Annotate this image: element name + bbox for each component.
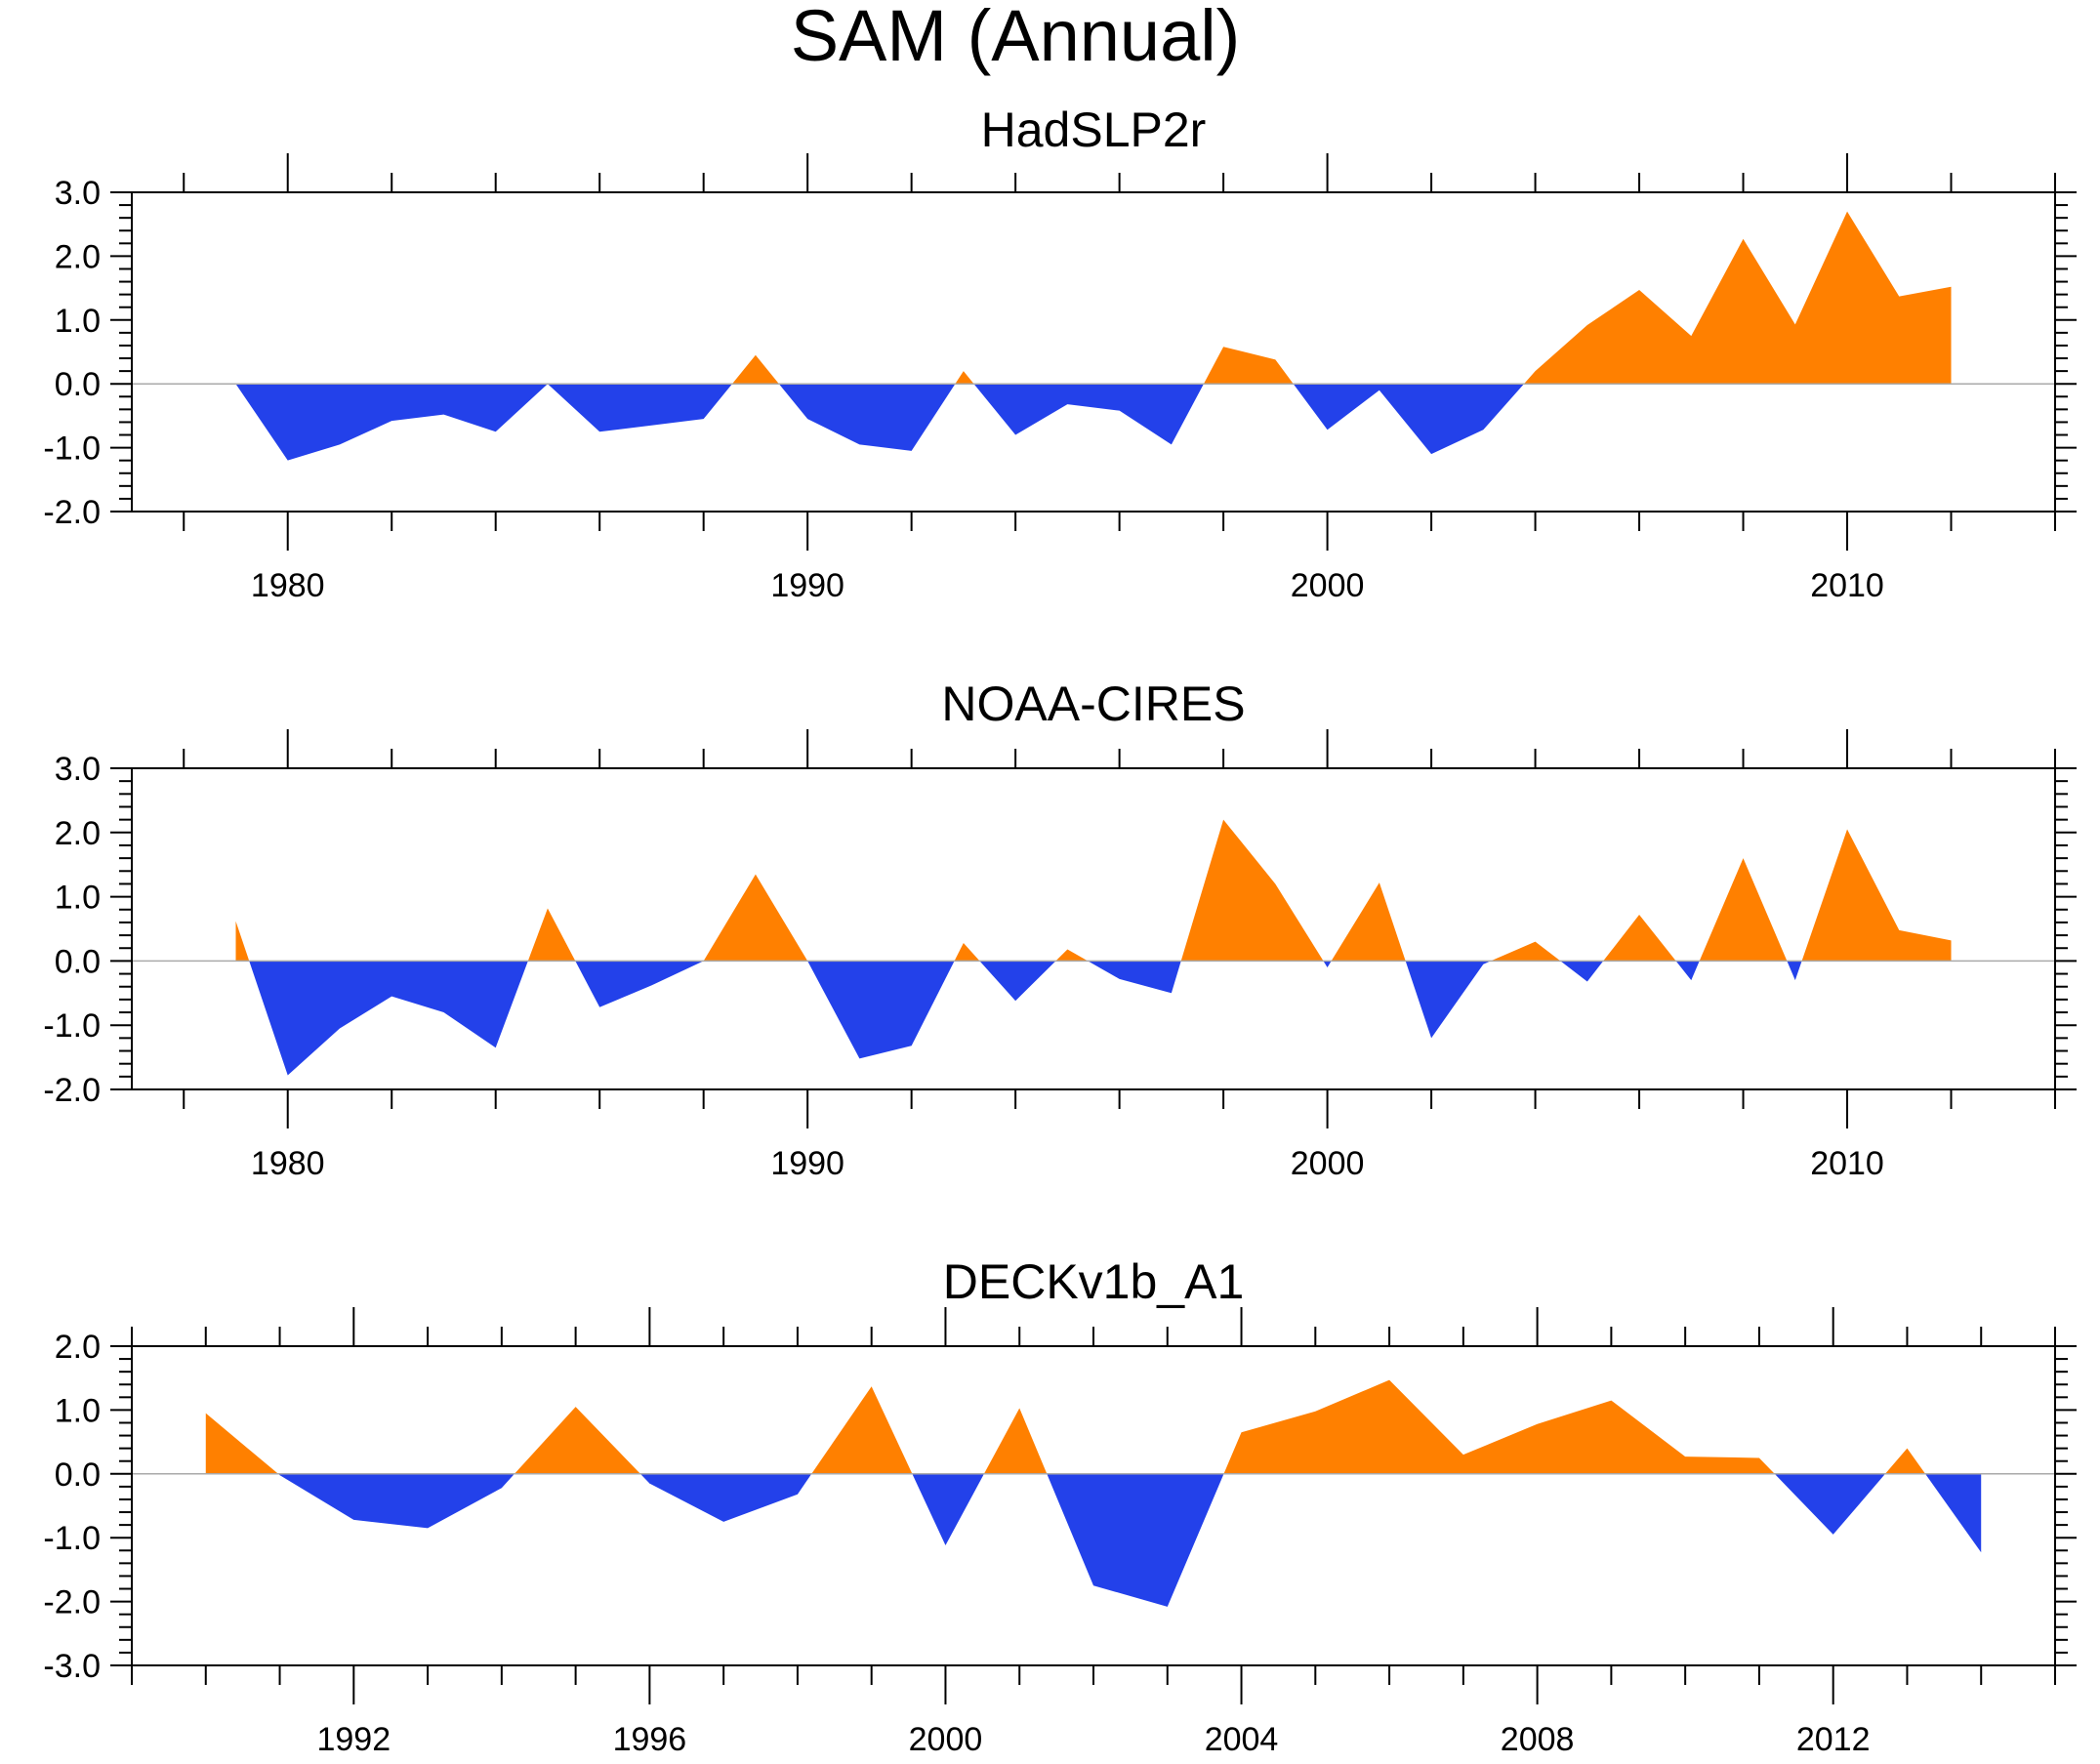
y-tick-label: 1.0 bbox=[55, 1392, 101, 1429]
x-tick-label: 1992 bbox=[316, 1721, 391, 1758]
positive-anomaly-area bbox=[1603, 915, 1676, 962]
panel-title: NOAA-CIRES bbox=[941, 677, 1245, 731]
x-tick-label: 2004 bbox=[1205, 1721, 1279, 1758]
x-tick-label: 2012 bbox=[1796, 1721, 1871, 1758]
chart-panel-1: HadSLP2r 1980 1990 2000 2010 -2.0 -1.0 0.0 1.0 2.… bbox=[43, 103, 2077, 604]
y-tick-label: -1.0 bbox=[43, 431, 101, 468]
positive-anomaly-area bbox=[1331, 882, 1406, 962]
x-tick-label: 2000 bbox=[1291, 567, 1365, 604]
positive-anomaly-area bbox=[1699, 858, 1788, 962]
x-tick-label: 1996 bbox=[613, 1721, 687, 1758]
positive-anomaly-area bbox=[1523, 211, 1952, 385]
y-tick-label: 0.0 bbox=[55, 943, 101, 980]
y-tick-label: -1.0 bbox=[43, 1520, 101, 1557]
negative-anomaly-area bbox=[1405, 961, 1491, 1039]
negative-anomaly-area bbox=[1560, 961, 1604, 982]
negative-anomaly-area bbox=[1088, 961, 1181, 994]
plot-frame bbox=[131, 767, 2056, 1090]
positive-anomaly-area bbox=[1885, 1448, 1926, 1474]
x-tick-label: 1990 bbox=[770, 1145, 844, 1182]
negative-anomaly-area bbox=[778, 384, 956, 451]
positive-anomaly-area bbox=[811, 1386, 913, 1474]
x-tick-label: 1980 bbox=[251, 567, 325, 604]
positive-anomaly-area bbox=[703, 874, 808, 962]
negative-anomaly-area bbox=[1774, 1473, 1886, 1535]
positive-anomaly-area bbox=[527, 908, 576, 962]
negative-anomaly-area bbox=[1675, 961, 1700, 981]
y-tick-label: 2.0 bbox=[55, 815, 101, 852]
negative-anomaly-area bbox=[235, 384, 548, 461]
positive-anomaly-area bbox=[1203, 347, 1294, 385]
positive-anomaly-area bbox=[954, 942, 980, 962]
positive-anomaly-area bbox=[514, 1407, 640, 1474]
negative-anomaly-area bbox=[1925, 1473, 1982, 1553]
negative-anomaly-area bbox=[1323, 961, 1332, 967]
positive-anomaly-area bbox=[955, 371, 974, 385]
y-tick-label: 1.0 bbox=[55, 880, 101, 917]
x-tick-label: 2008 bbox=[1501, 1721, 1575, 1758]
y-tick-label: -1.0 bbox=[43, 1007, 101, 1045]
positive-anomaly-area bbox=[1055, 949, 1089, 962]
y-tick-label: 3.0 bbox=[55, 751, 101, 788]
negative-anomaly-area bbox=[973, 384, 1204, 445]
y-tick-label: -2.0 bbox=[43, 1072, 101, 1109]
positive-anomaly-area bbox=[731, 354, 779, 385]
x-tick-label: 2010 bbox=[1810, 1145, 1884, 1182]
chart-panel-3: DECKv1b_A1 1992 1996 2000 2004 2008 2012 -3.0 -2… bbox=[43, 1254, 2077, 1758]
negative-anomaly-area bbox=[1293, 384, 1524, 455]
negative-anomaly-area bbox=[1047, 1473, 1224, 1607]
positive-anomaly-area bbox=[1180, 819, 1324, 962]
negative-anomaly-area bbox=[1787, 961, 1802, 981]
y-tick-label: -3.0 bbox=[43, 1648, 101, 1685]
x-tick-label: 2000 bbox=[1291, 1145, 1365, 1182]
y-tick-label: 2.0 bbox=[55, 1329, 101, 1366]
negative-anomaly-area bbox=[277, 1473, 515, 1529]
y-tick-label: 2.0 bbox=[55, 238, 101, 275]
main-title: SAM (Annual) bbox=[791, 0, 1241, 76]
x-tick-label: 1990 bbox=[770, 567, 844, 604]
negative-anomaly-area bbox=[249, 961, 528, 1076]
negative-anomaly-area bbox=[639, 1473, 812, 1522]
negative-anomaly-area bbox=[979, 961, 1056, 1002]
y-tick-label: 0.0 bbox=[55, 366, 101, 403]
panel-title: DECKv1b_A1 bbox=[943, 1254, 1245, 1309]
negative-anomaly-area bbox=[912, 1473, 984, 1546]
chart-panel-2: NOAA-CIRES 1980 1990 2000 2010 -2.0 -1.0 0.0 1.0… bbox=[43, 677, 2077, 1182]
plot-frame bbox=[131, 191, 2056, 513]
x-tick-label: 1980 bbox=[251, 1145, 325, 1182]
positive-anomaly-area bbox=[205, 1413, 278, 1474]
x-tick-label: 2010 bbox=[1810, 567, 1884, 604]
y-tick-label: 0.0 bbox=[55, 1456, 101, 1494]
positive-anomaly-area bbox=[983, 1408, 1048, 1474]
positive-anomaly-area bbox=[1801, 829, 1952, 962]
negative-anomaly-area bbox=[547, 384, 732, 432]
panel-title: HadSLP2r bbox=[981, 103, 1207, 157]
negative-anomaly-area bbox=[807, 961, 955, 1059]
positive-anomaly-area bbox=[235, 921, 250, 962]
y-tick-label: 3.0 bbox=[55, 175, 101, 212]
negative-anomaly-area bbox=[575, 961, 704, 1007]
y-tick-label: -2.0 bbox=[43, 494, 101, 531]
positive-anomaly-area bbox=[1223, 1379, 1775, 1474]
y-tick-label: 1.0 bbox=[55, 303, 101, 340]
y-tick-label: -2.0 bbox=[43, 1584, 101, 1621]
x-tick-label: 2000 bbox=[909, 1721, 983, 1758]
positive-anomaly-area bbox=[1490, 941, 1561, 962]
